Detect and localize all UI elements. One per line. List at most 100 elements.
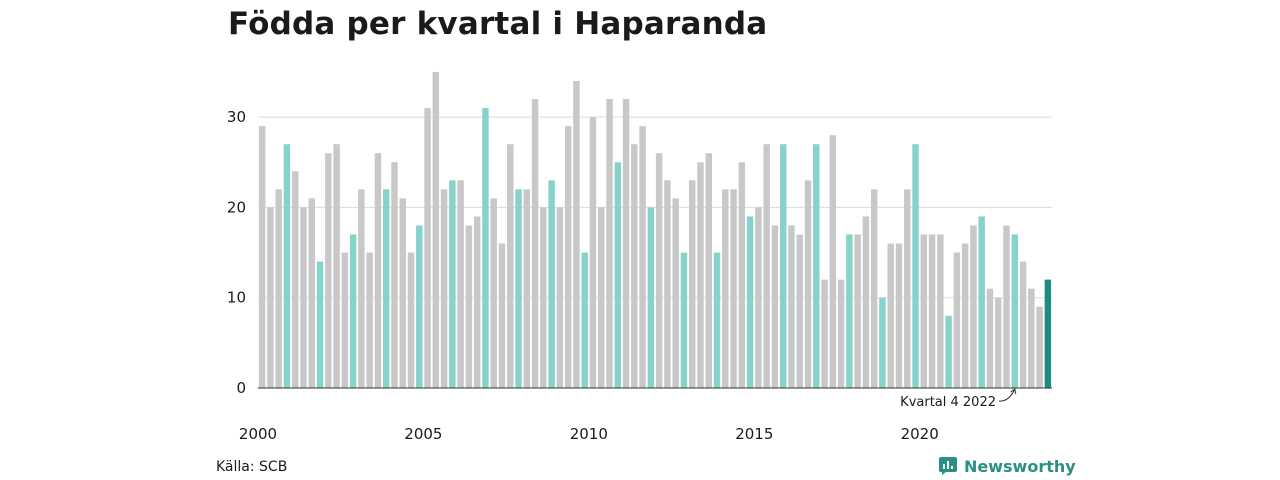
source-label: Källa: SCB [216,459,288,475]
bar [937,234,944,388]
bar [680,252,688,388]
bar [540,207,547,388]
bar [341,252,349,388]
bar [771,225,779,388]
bar [432,71,440,388]
bar [515,189,522,388]
x-tick-label: 2010 [570,425,608,443]
bar [333,144,340,388]
bar [722,189,729,388]
bar [796,234,803,388]
bar [746,216,754,388]
annotation: Kvartal 4 2022 [900,388,1017,410]
x-tick-label: 2020 [901,425,939,443]
bar [598,207,605,388]
y-tick-label: 0 [236,379,246,397]
bar [473,216,481,388]
bar [837,279,845,388]
bar [291,171,299,388]
bar [606,99,613,388]
bar [391,162,398,388]
bar [953,252,961,388]
bar [879,297,886,388]
bar [490,198,497,388]
bar [589,117,597,388]
bar [498,243,506,388]
annotation-label: Kvartal 4 2022 [900,395,996,410]
bar [1011,234,1019,388]
bar [713,252,721,388]
bar [1003,225,1010,388]
bar [507,144,514,388]
axes: 0 10 20 30 2000 2005 2010 2015 2020 [227,108,1052,443]
bar [887,243,894,388]
bar [283,144,291,388]
bar [374,153,382,388]
bar [531,99,539,388]
bar [970,225,977,388]
bar [366,252,373,388]
bar [399,198,406,388]
annotation-arrowhead [1010,388,1017,395]
bar [316,261,324,388]
bar [655,153,663,388]
bar [647,207,655,388]
bar [730,189,737,388]
bar [639,126,646,388]
bar [912,144,919,388]
bar [664,180,671,388]
x-tick-label: 2000 [239,425,277,443]
bar [407,252,415,388]
chart-title: Födda per kvartal i Haparanda [228,6,768,42]
bar [258,126,266,388]
bar [1044,279,1052,388]
bar [573,80,580,388]
bar [465,225,473,388]
bar [275,189,282,388]
bar [614,162,622,388]
y-tick-label: 20 [227,198,246,216]
bar [440,189,448,388]
bar [986,288,994,388]
bar [581,252,588,388]
bar [622,99,630,388]
bar [813,144,820,388]
bar [788,225,795,388]
bar [382,189,390,388]
bar [349,234,357,388]
bar [548,180,555,388]
bar [829,135,837,388]
bar [564,126,572,388]
bar [556,207,564,388]
brand-name: Newsworthy [964,456,1076,476]
bar [846,234,853,388]
bar [804,180,812,388]
bar [961,243,969,388]
bar [779,144,787,388]
bar [945,315,952,388]
bar [978,216,985,388]
annotation-arrow [998,388,1016,402]
bar [920,234,928,388]
bar [895,243,903,388]
newsworthy-icon [939,457,957,475]
bar [457,180,464,388]
bar [928,234,936,388]
bar [1036,306,1043,388]
bar [358,189,365,388]
bar [995,297,1002,388]
bar [449,180,456,388]
bar [697,162,704,388]
bar [705,153,712,388]
bar [862,216,870,388]
brand-logo: Newsworthy [938,456,1076,476]
bar [1019,261,1027,388]
bar [870,189,878,388]
bar [523,189,531,388]
bar [308,198,315,388]
bar [688,180,696,388]
bar [755,207,762,388]
bar [1028,288,1035,388]
bar [631,144,638,388]
bars [258,71,1052,388]
